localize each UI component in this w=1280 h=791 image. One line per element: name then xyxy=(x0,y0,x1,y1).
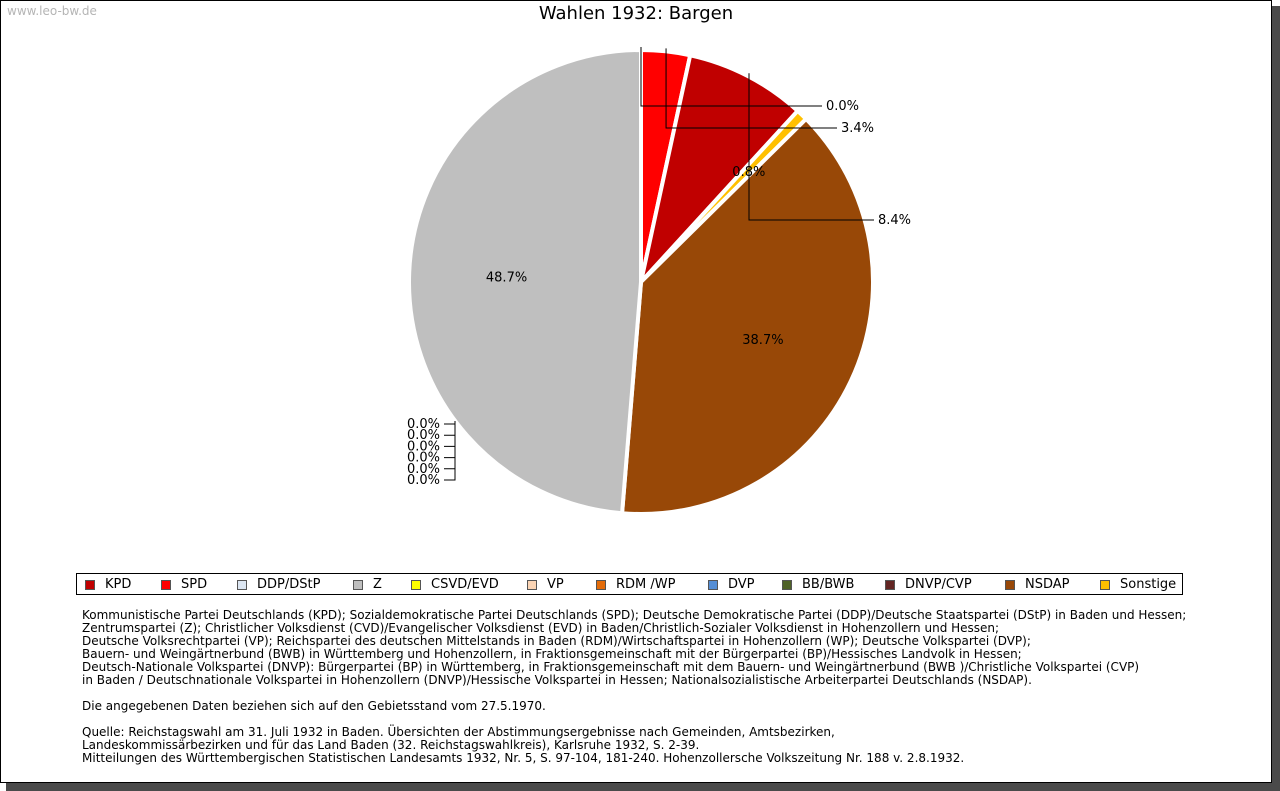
slice-label-vp: 0.0% xyxy=(407,428,440,443)
legend-label: DDP/DStP xyxy=(257,577,321,592)
pie-slice-nsdap xyxy=(619,116,875,516)
pie-slice-z xyxy=(407,47,643,516)
chart-legend: KPD SPD DDP/DStP Z CSVD/EVD VP RDM /WP DVP BB/BW… xyxy=(76,573,1183,595)
leader-line-kpd xyxy=(748,73,874,221)
note-line: Kommunistische Partei Deutschlands (KPD)… xyxy=(82,608,1187,622)
legend-label: NSDAP xyxy=(1025,577,1070,592)
source-line: Mitteilungen des Württembergischen Stati… xyxy=(82,751,965,765)
legend-label: SPD xyxy=(181,577,208,592)
legend-swatch xyxy=(782,580,792,590)
legend-swatch xyxy=(1005,580,1015,590)
legend-label: DNVP/CVP xyxy=(905,577,972,592)
legend-label: BB/BWB xyxy=(802,577,855,592)
leader-line-bb-bwb xyxy=(444,421,456,470)
frame-shadow-right xyxy=(1272,6,1280,791)
slice-label-ddp-dstp: 0.0% xyxy=(826,99,859,114)
legend-label: Sonstige xyxy=(1120,577,1177,592)
note-line: Zentrumspartei (Z); Christlicher Volksdi… xyxy=(82,621,1000,635)
slice-label-spd: 3.4% xyxy=(841,121,874,136)
note-line: Deutsch-Nationale Volkspartei (DNVP): Bü… xyxy=(82,660,1140,674)
slice-label-rdm-wp: 0.0% xyxy=(407,439,440,454)
pie-slice-kpd xyxy=(637,52,801,289)
note-line: in Baden / Deutschnationale Volkspartei … xyxy=(82,673,1032,687)
slice-label-nsdap: 38.7% xyxy=(742,333,783,348)
leader-line-dnvp-cvp xyxy=(444,421,456,481)
slice-label-dnvp-cvp: 0.0% xyxy=(407,473,440,488)
chart-title: Wahlen 1932: Bargen xyxy=(538,3,734,24)
pie-chart: 38.7%48.7%0.8%0.0%3.4%8.4%0.0%0.0%0.0%0.… xyxy=(407,47,911,516)
leader-line-dvp xyxy=(444,421,456,459)
legend-swatch xyxy=(708,580,718,590)
leader-line-vp xyxy=(444,421,456,436)
legend-swatch xyxy=(1100,580,1110,590)
chart-notes: Kommunistische Partei Deutschlands (KPD)… xyxy=(82,609,1232,765)
legend-label: VP xyxy=(547,577,564,592)
source-line: Quelle: Reichstagswahl am 31. Juli 1932 … xyxy=(82,725,835,739)
legend-label: RDM /WP xyxy=(616,577,676,592)
note-line: Deutsche Volksrechtpartei (VP); Reichspa… xyxy=(82,634,1031,648)
watermark: www.leo-bw.de xyxy=(7,4,97,18)
slice-label-bb-bwb: 0.0% xyxy=(407,462,440,477)
source-line: Landeskommissärbezirken und für das Land… xyxy=(82,738,700,752)
slice-label-dvp: 0.0% xyxy=(407,451,440,466)
leader-line-rdm-wp xyxy=(444,421,456,447)
legend-swatch xyxy=(411,580,421,590)
slice-label-z: 48.7% xyxy=(486,271,527,286)
legend-swatch xyxy=(353,580,363,590)
legend-swatch xyxy=(527,580,537,590)
slice-label-csvd-evd: 0.0% xyxy=(407,417,440,432)
legend-swatch xyxy=(885,580,895,590)
note-line: Bauern- und Weingärtnerbund (BWB) in Wür… xyxy=(82,647,1022,661)
legend-label: Z xyxy=(373,577,382,592)
legend-label: DVP xyxy=(728,577,755,592)
frame-shadow-bottom xyxy=(6,783,1280,791)
legend-swatch xyxy=(596,580,606,590)
legend-swatch xyxy=(85,580,95,590)
legend-label: KPD xyxy=(105,577,132,592)
legend-swatch xyxy=(237,580,247,590)
legend-swatch xyxy=(161,580,171,590)
legend-label: CSVD/EVD xyxy=(431,577,499,592)
leader-line-ddp-dstp xyxy=(640,47,822,107)
data-stand-note: Die angegebenen Daten beziehen sich auf … xyxy=(82,699,546,713)
slice-label-kpd: 8.4% xyxy=(878,213,911,228)
leader-line-spd xyxy=(665,48,837,129)
